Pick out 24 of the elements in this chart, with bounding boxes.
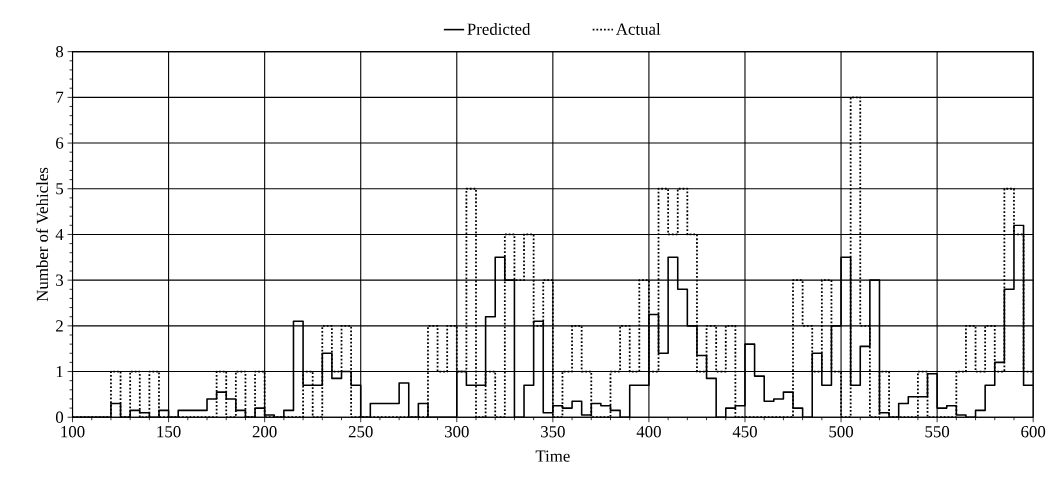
x-axis-title: Time xyxy=(535,450,570,462)
x-tick-label: 300 xyxy=(444,426,469,438)
x-tick-label: 200 xyxy=(252,426,277,438)
y-tick-label: 0 xyxy=(55,411,64,424)
y-tick-label: 5 xyxy=(56,183,64,195)
x-tick-label: 500 xyxy=(829,426,854,438)
x-tick-label: 450 xyxy=(732,426,757,438)
y-tick-label: 6 xyxy=(56,137,64,149)
y-tick-label: 1 xyxy=(56,366,63,378)
y-axis-title: Number of Vehicles xyxy=(36,167,49,302)
x-tick-label: 100 xyxy=(61,426,85,438)
y-tick-label: 7 xyxy=(56,91,64,103)
y-tick-label: 4 xyxy=(55,229,64,241)
y-tick-label: 2 xyxy=(56,320,63,332)
legend-label: Predicted xyxy=(467,23,531,35)
x-tick-label: 550 xyxy=(925,426,950,438)
x-tick-label: 250 xyxy=(348,426,373,438)
x-tick-label: 350 xyxy=(541,426,565,438)
legend-label: Actual xyxy=(616,23,661,35)
y-tick-label: 8 xyxy=(55,46,64,58)
x-tick-label: 600 xyxy=(1021,426,1046,438)
y-tick-label: 3 xyxy=(56,274,64,286)
x-tick-label: 400 xyxy=(636,426,661,438)
x-tick-label: 150 xyxy=(157,426,181,438)
